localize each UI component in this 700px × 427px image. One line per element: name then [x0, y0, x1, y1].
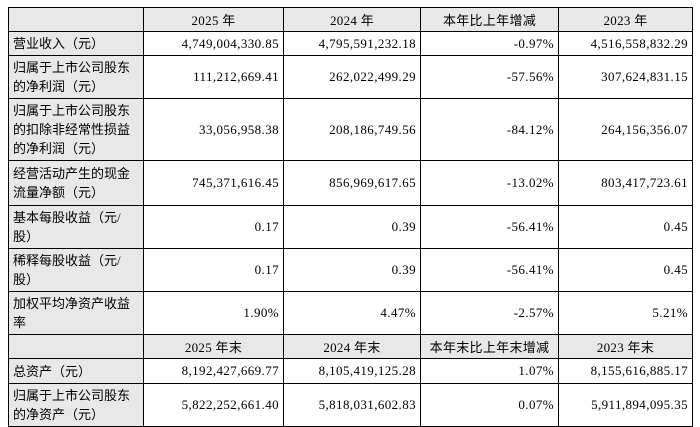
table-row-operating-cash-flow: 经营活动产生的现金流量净额（元） 745,371,616.45 856,969,… — [8, 160, 693, 206]
value-2023: 0.45 — [558, 248, 693, 292]
value-change: -84.12% — [420, 98, 559, 161]
value-2025: 33,056,958.38 — [143, 98, 284, 161]
value-2024: 208,186,749.56 — [283, 98, 421, 161]
value-2025: 4,749,004,330.85 — [143, 31, 284, 56]
value-2025: 1.90% — [143, 291, 284, 335]
table-row-net-assets: 归属于上市公司股东的净资产（元） 5,822,252,661.40 5,818,… — [8, 383, 693, 427]
value-2024: 4,795,591,232.18 — [283, 31, 421, 56]
value-2023: 5.21% — [558, 291, 693, 335]
metric-label: 稀释每股收益（元/股） — [8, 248, 144, 292]
yearend-header-row: 2025 年末 2024 年末 本年末比上年末增减 2023 年末 — [8, 334, 693, 359]
value-2025: 0.17 — [143, 248, 284, 292]
annual-header-row: 2025 年 2024 年 本年比上年增减 2023 年 — [8, 7, 693, 32]
yearend-header-2024: 2024 年末 — [283, 334, 421, 359]
metric-label: 基本每股收益（元/股） — [8, 205, 144, 249]
value-2023: 307,624,831.15 — [558, 55, 693, 99]
value-2025: 5,822,252,661.40 — [143, 383, 284, 427]
metric-label: 经营活动产生的现金流量净额（元） — [8, 160, 144, 206]
annual-header-2024: 2024 年 — [283, 7, 421, 32]
table-row-total-assets: 总资产（元） 8,192,427,669.77 8,105,419,125.28… — [8, 358, 693, 384]
value-2023: 5,911,894,095.35 — [558, 383, 693, 427]
metric-label: 归属于上市公司股东的净利润（元） — [8, 55, 144, 99]
metric-label: 总资产（元） — [8, 358, 144, 384]
metric-label: 归属于上市公司股东的净资产（元） — [8, 383, 144, 427]
value-change: -57.56% — [420, 55, 559, 99]
value-2023: 803,417,723.61 — [558, 160, 693, 206]
value-2025: 0.17 — [143, 205, 284, 249]
value-2024: 5,818,031,602.83 — [283, 383, 421, 427]
value-2025: 745,371,616.45 — [143, 160, 284, 206]
yearend-header-2023: 2023 年末 — [558, 334, 693, 359]
value-2025: 111,212,669.41 — [143, 55, 284, 99]
annual-header-blank — [8, 7, 144, 32]
table-row-net-profit-excl-nonrecurring: 归属于上市公司股东的扣除非经常性损益的净利润（元） 33,056,958.38 … — [8, 98, 693, 161]
yearend-header-blank — [8, 334, 144, 359]
value-change: -56.41% — [420, 205, 559, 249]
value-change: 1.07% — [420, 358, 559, 384]
metric-label: 营业收入（元） — [8, 31, 144, 56]
value-2024: 4.47% — [283, 291, 421, 335]
value-change: -2.57% — [420, 291, 559, 335]
value-2023: 0.45 — [558, 205, 693, 249]
yearend-header-change: 本年末比上年末增减 — [420, 334, 559, 359]
table-row-revenue: 营业收入（元） 4,749,004,330.85 4,795,591,232.1… — [8, 31, 693, 56]
value-2024: 856,969,617.65 — [283, 160, 421, 206]
value-2024: 0.39 — [283, 205, 421, 249]
value-change: -0.97% — [420, 31, 559, 56]
metric-label: 归属于上市公司股东的扣除非经常性损益的净利润（元） — [8, 98, 144, 161]
table-row-net-profit: 归属于上市公司股东的净利润（元） 111,212,669.41 262,022,… — [8, 55, 693, 99]
value-2023: 264,156,356.07 — [558, 98, 693, 161]
value-2023: 8,155,616,885.17 — [558, 358, 693, 384]
value-change: -56.41% — [420, 248, 559, 292]
annual-header-2025: 2025 年 — [143, 7, 284, 32]
value-change: -13.02% — [420, 160, 559, 206]
metric-label: 加权平均净资产收益率 — [8, 291, 144, 335]
value-2024: 8,105,419,125.28 — [283, 358, 421, 384]
table-row-weighted-avg-roe: 加权平均净资产收益率 1.90% 4.47% -2.57% 5.21% — [8, 291, 693, 335]
value-2023: 4,516,558,832.29 — [558, 31, 693, 56]
table-row-basic-eps: 基本每股收益（元/股） 0.17 0.39 -56.41% 0.45 — [8, 205, 693, 249]
value-2025: 8,192,427,669.77 — [143, 358, 284, 384]
annual-header-change: 本年比上年增减 — [420, 7, 559, 32]
value-change: 0.07% — [420, 383, 559, 427]
value-2024: 262,022,499.29 — [283, 55, 421, 99]
table-row-diluted-eps: 稀释每股收益（元/股） 0.17 0.39 -56.41% 0.45 — [8, 248, 693, 292]
financial-summary-table: 2025 年 2024 年 本年比上年增减 2023 年 营业收入（元） 4,7… — [8, 7, 693, 427]
yearend-header-2025: 2025 年末 — [143, 334, 284, 359]
value-2024: 0.39 — [283, 248, 421, 292]
annual-header-2023: 2023 年 — [558, 7, 693, 32]
